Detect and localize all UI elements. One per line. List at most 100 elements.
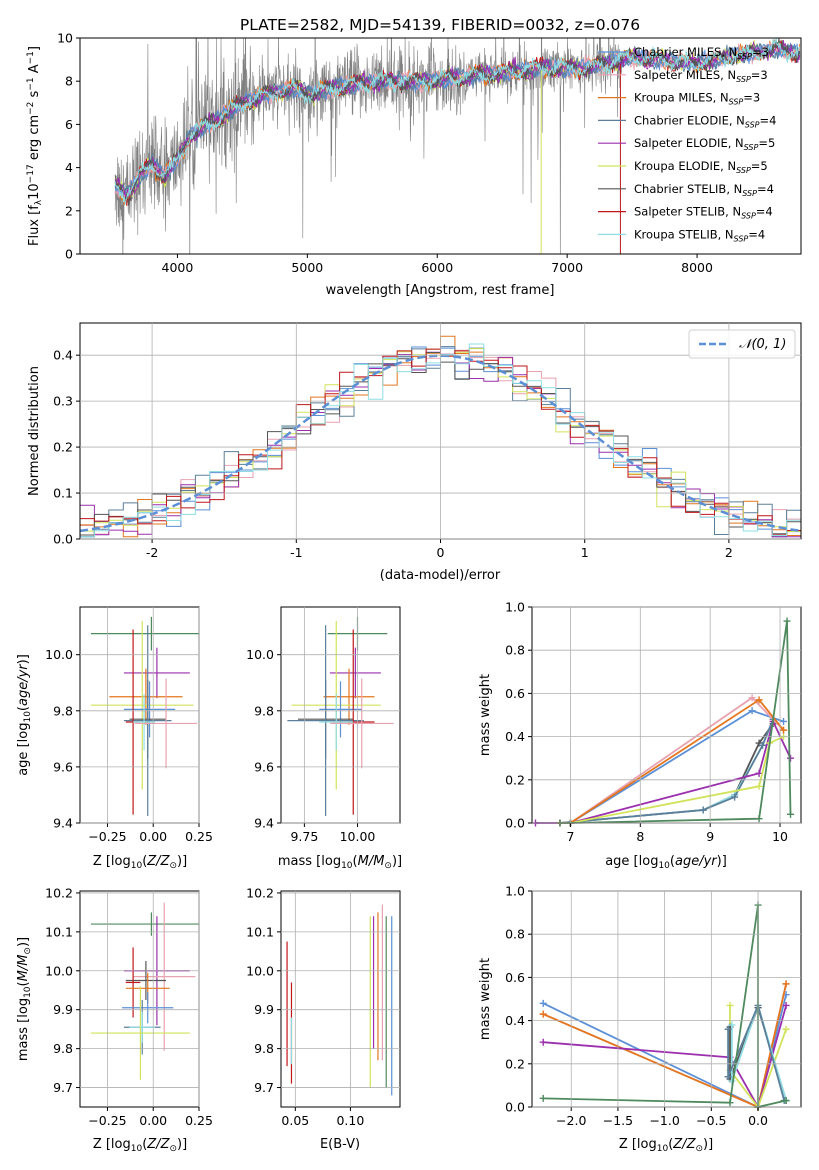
y-tick-label: 0.0 (505, 1100, 525, 1115)
x-tick-label: 0.0 (748, 1113, 768, 1128)
y-tick-label: 10.2 (246, 885, 274, 900)
y-tick-label: 9.6 (53, 759, 73, 774)
y-tick-label: 10.0 (246, 647, 274, 662)
x-tick-label: 9.75 (290, 829, 318, 844)
x-tick-label: 7000 (551, 260, 583, 275)
errorbars (90, 616, 199, 816)
spectrum-legend: Chabrier MILES, NSSP=3 Salpeter MILES, NS… (598, 45, 776, 243)
x-tick-label: 0.25 (185, 1113, 213, 1128)
y-tick-label: 8 (65, 74, 73, 89)
y-tick-label: 9.9 (254, 1002, 274, 1017)
y-tick-label: 10.1 (246, 924, 274, 939)
y-tick-label: 0.2 (53, 440, 73, 455)
series-marker-chab_miles (780, 717, 788, 725)
legend-label-krou_elodie: Kroupa ELODIE, NSSP=5 (634, 159, 768, 175)
y-tick-label: 9.4 (53, 816, 73, 831)
y-tick-label: 4 (65, 160, 73, 175)
legend-label-krou_stelib: Kroupa STELIB, NSSP=4 (634, 227, 765, 243)
y-tick-label: 9.4 (254, 816, 274, 831)
weight-vs-Z-plot-area (539, 901, 790, 1111)
x-tick-label: 6000 (421, 260, 453, 275)
x-tick-label: 4000 (162, 260, 194, 275)
y-tick-label: 0.0 (53, 532, 73, 547)
legend-label-salp_miles: Salpeter MILES, NSSP=3 (634, 68, 768, 84)
residuals-legend: 𝒩(0, 1) (688, 329, 796, 359)
age-vs-Z-ylabel: age [log10(age/yr)] (16, 654, 33, 776)
y-tick-label: 0.6 (505, 686, 525, 701)
legend-label-salp_elodie: Salpeter ELODIE, NSSP=5 (634, 136, 775, 152)
x-tick-label: 10.00 (340, 829, 376, 844)
model-spectrum-krou_stelib (114, 38, 801, 205)
residuals-panel: -2 -1 0 1 2 0.0 0.1 0.2 0.3 0.4 (data-model)/erro… (27, 322, 802, 583)
y-tick-label: 10.0 (246, 963, 274, 978)
y-tick-label: 0.3 (53, 394, 73, 409)
x-tick-label: 0.00 (139, 1113, 167, 1128)
y-tick-label: 10.0 (45, 647, 73, 662)
series-marker-extra_green (539, 1094, 547, 1102)
y-tick-label: 10.0 (45, 963, 73, 978)
series-marker-chab_miles (539, 999, 547, 1007)
y-tick-label: 0.4 (53, 348, 73, 363)
errorbars (286, 904, 393, 1096)
x-tick-label: −0.25 (88, 1113, 126, 1128)
series-marker-chab_elodie (699, 806, 707, 814)
mass-vs-ebv-ticks: 0.05 0.10 9.7 9.8 9.9 10.0 10.1 10.2 (246, 885, 400, 1128)
mass-vs-Z-ylabel: mass [log10(M/M⊙)] (16, 937, 33, 1061)
mass-vs-Z-ticks: −0.25 0.00 0.25 9.7 9.8 9.9 10.0 10.1 10.2 (45, 885, 213, 1128)
y-tick-label: 10 (57, 31, 73, 46)
y-tick-label: 0.2 (505, 772, 525, 787)
mass-vs-Z-panel: −0.25 0.00 0.25 9.7 9.8 9.9 10.0 10.1 10.2 Z [lo… (16, 885, 213, 1154)
y-tick-label: 10.1 (45, 924, 73, 939)
series-marker-krou_miles (539, 1010, 547, 1018)
x-tick-label: 0.10 (336, 1113, 364, 1128)
series-marker-extra_green (755, 815, 763, 823)
series-marker-chab_elodie (724, 1073, 732, 1081)
x-tick-label: 0.05 (281, 1113, 309, 1128)
weight-vs-Z-xlabel: Z [log10(Z/Z⊙)] (619, 1137, 713, 1154)
series-marker-chab_miles (748, 707, 756, 715)
legend-label-chab_miles: Chabrier MILES, NSSP=3 (634, 45, 769, 61)
y-tick-label: 9.9 (53, 1002, 73, 1017)
x-tick-label: 0.00 (139, 829, 167, 844)
y-tick-label: 10.2 (45, 885, 73, 900)
weight-vs-age-ylabel: mass weight (478, 674, 493, 756)
age-vs-mass-xlabel: mass [log10(M/M⊙)] (278, 854, 402, 871)
series-marker-krou_elodie (726, 1001, 734, 1009)
weight-vs-Z-ticks: −2.0 −1.5 −1.0 −0.5 0.0 0.0 0.2 0.4 0.6 0.8 1.0 (505, 884, 801, 1128)
series-marker-krou_stelib (728, 1021, 736, 1029)
spectrum-ylabel: Flux [fλ10−17 erg cm−2 s−1 A−1] (26, 46, 44, 246)
series-marker-krou_elodie (755, 782, 763, 790)
model-spectrum-salp_elodie (114, 40, 801, 198)
spectrum-ticks: 4000 5000 6000 7000 8000 0 2 4 6 8 10 (57, 31, 713, 276)
age-vs-Z-ticks: −0.25 0.00 0.25 9.4 9.6 9.8 10.0 (45, 607, 213, 844)
x-tick-label: −1.0 (649, 1113, 679, 1128)
figure-title: PLATE=2582, MJD=54139, FIBERID=0032, z=0… (240, 16, 640, 34)
weight-vs-age-ticks: 7 8 9 10 0.0 0.2 0.4 0.6 0.8 1.0 (505, 600, 801, 844)
age-vs-mass-panel: 9.75 10.00 9.4 9.6 9.8 10.0 mass [log10(M/M⊙)… (246, 606, 402, 871)
y-tick-label: 0.4 (505, 729, 525, 744)
legend-normal-label: 𝒩(0, 1) (739, 337, 786, 352)
age-vs-mass-ticks: 9.75 10.00 9.4 9.6 9.8 10.0 (246, 607, 400, 844)
x-tick-label: 8 (636, 829, 644, 844)
series-marker-krou_miles (782, 980, 790, 988)
y-tick-label: 9.6 (254, 759, 274, 774)
spectrum-panel: 4000 5000 6000 7000 8000 0 2 4 6 8 10 wavelength [… (26, 31, 802, 298)
x-tick-label: 8000 (681, 260, 713, 275)
y-tick-label: 9.8 (254, 1041, 274, 1056)
mass-vs-Z-xlabel: Z [log10(Z/Z⊙)] (93, 1137, 187, 1154)
y-tick-label: 9.8 (254, 703, 274, 718)
legend-label-chab_elodie: Chabrier ELODIE, NSSP=4 (634, 113, 776, 129)
series-marker-salp_elodie (787, 754, 795, 762)
x-tick-label: −0.5 (696, 1113, 726, 1128)
mass-vs-ebv-panel: 0.05 0.10 9.7 9.8 9.9 10.0 10.1 10.2 E(B-V) (246, 885, 401, 1152)
series-marker-krou_miles (780, 726, 788, 734)
x-tick-label: −0.25 (88, 829, 126, 844)
x-tick-label: 10 (772, 829, 788, 844)
x-tick-label: 9 (706, 829, 714, 844)
legend-label-salp_stelib: Salpeter STELIB, NSSP=4 (634, 205, 773, 221)
x-tick-label: −1.5 (603, 1113, 633, 1128)
age-vs-Z-xlabel: Z [log10(Z/Z⊙)] (93, 854, 187, 871)
age-vs-Z-panel: −0.25 0.00 0.25 9.4 9.6 9.8 10.0 Z [log10(Z/Z⊙… (16, 606, 213, 871)
y-tick-label: 9.7 (254, 1080, 274, 1095)
